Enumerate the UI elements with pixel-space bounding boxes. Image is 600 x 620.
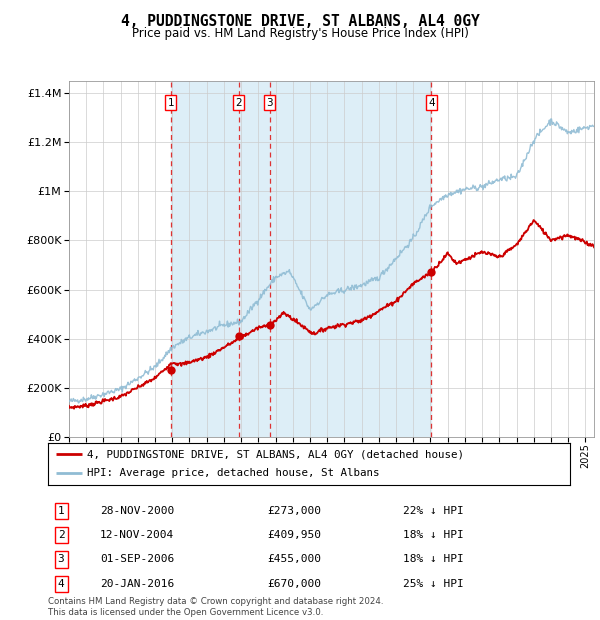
Text: 2: 2 xyxy=(236,98,242,108)
Text: 25% ↓ HPI: 25% ↓ HPI xyxy=(403,578,464,589)
Text: 01-SEP-2006: 01-SEP-2006 xyxy=(100,554,175,564)
Text: 12-NOV-2004: 12-NOV-2004 xyxy=(100,530,175,540)
Text: 2: 2 xyxy=(58,530,64,540)
Text: £670,000: £670,000 xyxy=(267,578,321,589)
Text: 3: 3 xyxy=(58,554,64,564)
Text: 22% ↓ HPI: 22% ↓ HPI xyxy=(403,506,464,516)
Text: £273,000: £273,000 xyxy=(267,506,321,516)
Text: 20-JAN-2016: 20-JAN-2016 xyxy=(100,578,175,589)
Text: 4: 4 xyxy=(58,578,64,589)
Text: 18% ↓ HPI: 18% ↓ HPI xyxy=(403,554,464,564)
Text: 1: 1 xyxy=(58,506,64,516)
Text: 28-NOV-2000: 28-NOV-2000 xyxy=(100,506,175,516)
Text: 4, PUDDINGSTONE DRIVE, ST ALBANS, AL4 0GY (detached house): 4, PUDDINGSTONE DRIVE, ST ALBANS, AL4 0G… xyxy=(87,449,464,459)
Text: £455,000: £455,000 xyxy=(267,554,321,564)
Text: Price paid vs. HM Land Registry's House Price Index (HPI): Price paid vs. HM Land Registry's House … xyxy=(131,27,469,40)
Text: £409,950: £409,950 xyxy=(267,530,321,540)
Text: Contains HM Land Registry data © Crown copyright and database right 2024.
This d: Contains HM Land Registry data © Crown c… xyxy=(48,598,383,617)
Text: 3: 3 xyxy=(266,98,273,108)
Bar xyxy=(171,81,431,437)
Text: 1: 1 xyxy=(167,98,174,108)
Text: 4, PUDDINGSTONE DRIVE, ST ALBANS, AL4 0GY: 4, PUDDINGSTONE DRIVE, ST ALBANS, AL4 0G… xyxy=(121,14,479,29)
Text: 18% ↓ HPI: 18% ↓ HPI xyxy=(403,530,464,540)
Text: HPI: Average price, detached house, St Albans: HPI: Average price, detached house, St A… xyxy=(87,469,380,479)
Text: 4: 4 xyxy=(428,98,434,108)
